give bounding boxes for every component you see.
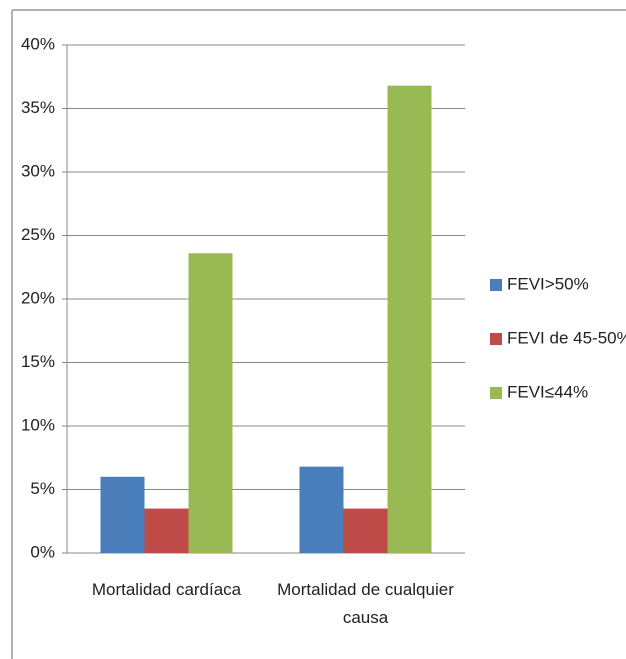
y-tick-label: 40% <box>21 34 55 53</box>
legend-label: FEVI de 45-50% <box>507 328 626 347</box>
x-tick-label: Mortalidad de cualquier causa <box>277 580 454 627</box>
y-tick-label: 10% <box>21 415 55 434</box>
legend-label: FEVI≤44% <box>507 382 588 401</box>
legend-swatch <box>490 333 502 345</box>
y-tick-label: 15% <box>21 352 55 371</box>
y-tick-label: 25% <box>21 225 55 244</box>
bar <box>100 476 145 553</box>
y-tick-label: 5% <box>30 479 55 498</box>
bar <box>343 508 388 553</box>
y-tick-label: 20% <box>21 288 55 307</box>
y-tick-label: 35% <box>21 98 55 117</box>
legend-label: FEVI>50% <box>507 274 589 293</box>
y-tick-label: 30% <box>21 161 55 180</box>
bar <box>299 466 344 553</box>
legend-swatch <box>490 279 502 291</box>
legend-swatch <box>490 387 502 399</box>
bar <box>144 508 189 553</box>
x-tick-label: Mortalidad cardíaca <box>91 580 242 599</box>
bar <box>387 85 432 553</box>
bar <box>188 253 233 553</box>
y-tick-label: 0% <box>30 542 55 561</box>
